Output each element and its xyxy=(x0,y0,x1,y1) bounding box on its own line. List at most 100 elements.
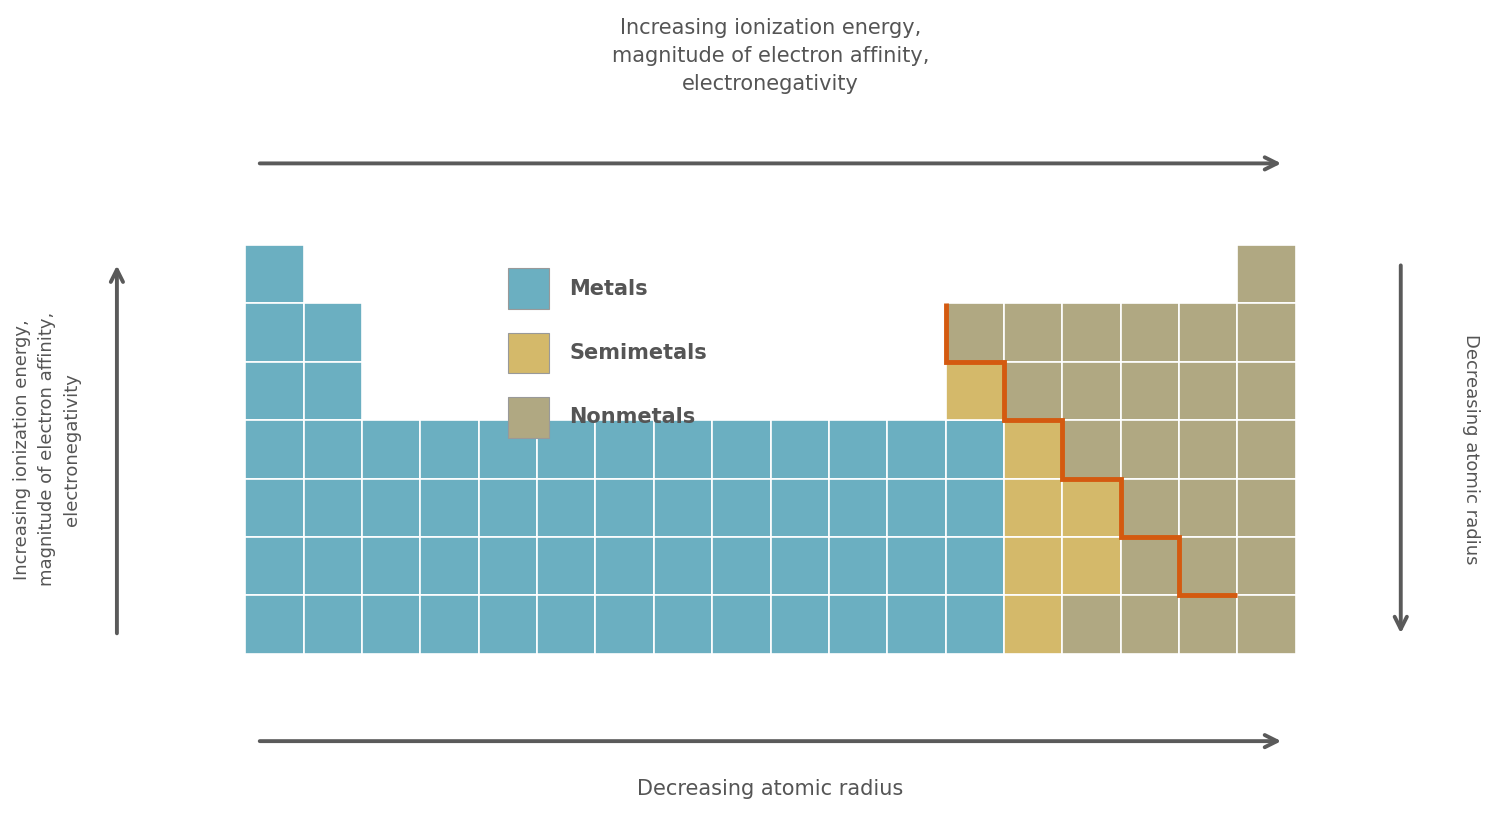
Bar xyxy=(420,537,479,596)
Bar xyxy=(1062,537,1120,596)
Bar xyxy=(1005,303,1062,362)
Bar xyxy=(420,420,479,479)
Bar xyxy=(1120,537,1179,596)
Bar xyxy=(887,420,946,479)
Bar xyxy=(712,479,771,537)
Bar xyxy=(1005,596,1062,654)
Bar xyxy=(361,420,420,479)
Bar xyxy=(946,420,1005,479)
Bar xyxy=(1005,362,1062,420)
Bar xyxy=(420,479,479,537)
Bar xyxy=(1062,303,1120,362)
Bar xyxy=(1238,362,1295,420)
Bar xyxy=(654,420,712,479)
Bar xyxy=(361,537,420,596)
Bar xyxy=(1120,479,1179,537)
Text: Decreasing atomic radius: Decreasing atomic radius xyxy=(1462,334,1480,565)
Bar xyxy=(946,303,1005,362)
Bar xyxy=(361,479,420,537)
Bar xyxy=(304,537,361,596)
Bar xyxy=(946,537,1005,596)
Bar xyxy=(887,537,946,596)
Bar xyxy=(595,596,654,654)
Bar xyxy=(1238,420,1295,479)
Text: Semimetals: Semimetals xyxy=(569,343,706,363)
Bar xyxy=(304,479,361,537)
Bar xyxy=(1179,479,1238,537)
Bar xyxy=(1179,596,1238,654)
Bar xyxy=(420,596,479,654)
Bar xyxy=(1238,537,1295,596)
Bar xyxy=(245,596,304,654)
Text: Nonmetals: Nonmetals xyxy=(569,407,696,427)
Bar xyxy=(1062,479,1120,537)
Bar xyxy=(595,479,654,537)
Bar xyxy=(771,596,828,654)
Bar xyxy=(712,420,771,479)
Bar xyxy=(245,537,304,596)
Bar xyxy=(538,537,595,596)
Bar xyxy=(1179,362,1238,420)
Bar xyxy=(304,362,361,420)
Bar xyxy=(508,269,548,310)
Bar xyxy=(1062,362,1120,420)
Bar xyxy=(595,537,654,596)
Bar xyxy=(828,596,887,654)
Bar xyxy=(1179,537,1238,596)
Bar xyxy=(1238,303,1295,362)
Bar xyxy=(245,420,304,479)
Bar xyxy=(828,420,887,479)
Bar xyxy=(946,479,1005,537)
Bar xyxy=(1120,303,1179,362)
Bar xyxy=(538,420,595,479)
Bar xyxy=(1238,245,1295,303)
Bar xyxy=(828,537,887,596)
Bar xyxy=(304,420,361,479)
Bar xyxy=(479,420,538,479)
Bar xyxy=(1005,479,1062,537)
Text: Metals: Metals xyxy=(569,279,648,299)
Bar xyxy=(887,479,946,537)
Bar xyxy=(538,596,595,654)
Bar xyxy=(1005,537,1062,596)
Bar xyxy=(304,303,361,362)
Bar xyxy=(887,596,946,654)
Bar xyxy=(479,479,538,537)
Bar xyxy=(654,596,712,654)
Bar xyxy=(1179,420,1238,479)
Text: Increasing ionization energy,
magnitude of electron affinity,
electronegativity: Increasing ionization energy, magnitude … xyxy=(14,312,81,587)
Bar xyxy=(712,537,771,596)
Bar xyxy=(1238,479,1295,537)
Bar xyxy=(479,596,538,654)
Bar xyxy=(245,303,304,362)
Text: Decreasing atomic radius: Decreasing atomic radius xyxy=(637,779,904,800)
Bar xyxy=(1179,303,1238,362)
Bar xyxy=(245,479,304,537)
Text: Increasing ionization energy,
magnitude of electron affinity,
electronegativity: Increasing ionization energy, magnitude … xyxy=(611,17,929,93)
Bar xyxy=(654,537,712,596)
Bar xyxy=(1120,362,1179,420)
Bar xyxy=(245,362,304,420)
Bar xyxy=(508,397,548,438)
Bar xyxy=(508,333,548,373)
Bar xyxy=(304,596,361,654)
Bar xyxy=(1120,420,1179,479)
Bar xyxy=(479,537,538,596)
Bar xyxy=(771,420,828,479)
Bar xyxy=(712,596,771,654)
Bar xyxy=(1005,420,1062,479)
Bar xyxy=(946,362,1005,420)
Bar xyxy=(654,479,712,537)
Bar xyxy=(946,596,1005,654)
Bar xyxy=(771,537,828,596)
Bar xyxy=(1238,596,1295,654)
Bar xyxy=(1062,420,1120,479)
Bar xyxy=(1120,596,1179,654)
Bar xyxy=(1062,596,1120,654)
Bar xyxy=(828,479,887,537)
Bar xyxy=(595,420,654,479)
Bar xyxy=(538,479,595,537)
Bar xyxy=(245,245,304,303)
Bar xyxy=(361,596,420,654)
Bar xyxy=(771,479,828,537)
